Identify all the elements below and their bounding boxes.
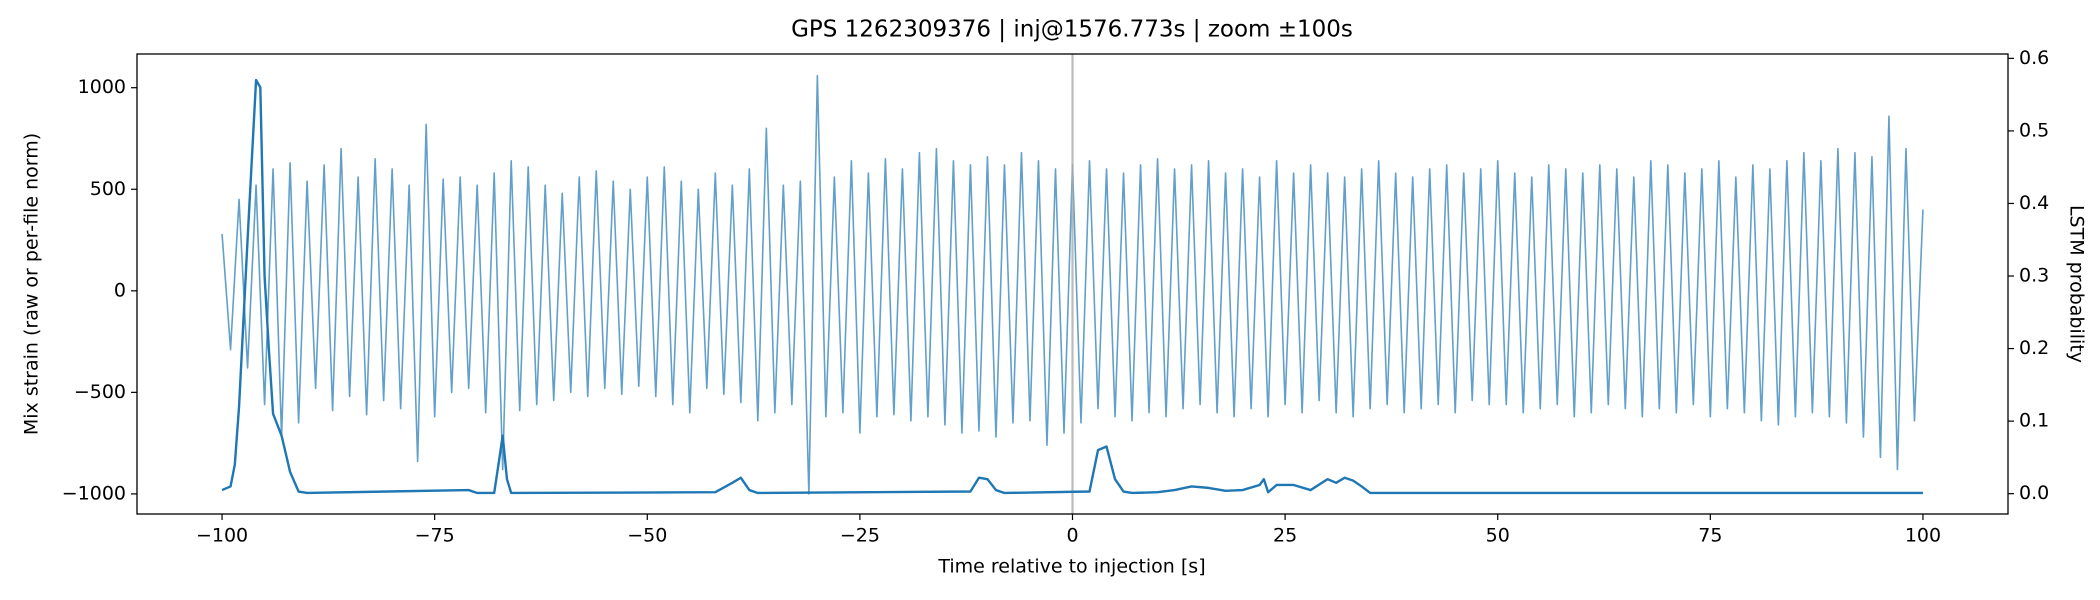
y2-tick-label: 0.4 <box>2019 192 2049 214</box>
y-tick-label: 500 <box>90 178 126 200</box>
x-tick-label: 75 <box>1698 525 1722 547</box>
x-tick-label: −100 <box>196 525 248 547</box>
probability-line <box>221 78 1923 495</box>
y2-axis-label: LSTM probability <box>2066 205 2088 363</box>
x-axis-label: Time relative to injection [s] <box>937 556 1205 578</box>
y-axis-label: Mix strain (raw or per-file norm) <box>21 133 43 435</box>
chart-title: GPS 1262309376 | inj@1576.773s | zoom ±1… <box>791 17 1353 43</box>
y2-tick-label: 0.0 <box>2019 482 2049 504</box>
x-tick-label: −25 <box>840 525 880 547</box>
y-tick-label: −500 <box>74 381 126 403</box>
x-tick-label: −50 <box>627 525 667 547</box>
y-tick-label: 0 <box>114 279 126 301</box>
y-tick-label: −1000 <box>62 482 126 504</box>
x-tick-label: 25 <box>1273 525 1297 547</box>
y2-tick-label: 0.1 <box>2019 410 2049 432</box>
y2-tick-label: 0.6 <box>2019 47 2049 69</box>
x-tick-label: 0 <box>1066 525 1078 547</box>
y2-tick-label: 0.5 <box>2019 119 2049 141</box>
y-tick-label: 1000 <box>78 76 126 98</box>
x-tick-label: 100 <box>1905 525 1941 547</box>
x-tick-label: −75 <box>415 525 455 547</box>
y2-tick-label: 0.3 <box>2019 265 2049 287</box>
plot-frame <box>136 53 2009 515</box>
x-tick-label: 50 <box>1486 525 1510 547</box>
y2-tick-label: 0.2 <box>2019 337 2049 359</box>
